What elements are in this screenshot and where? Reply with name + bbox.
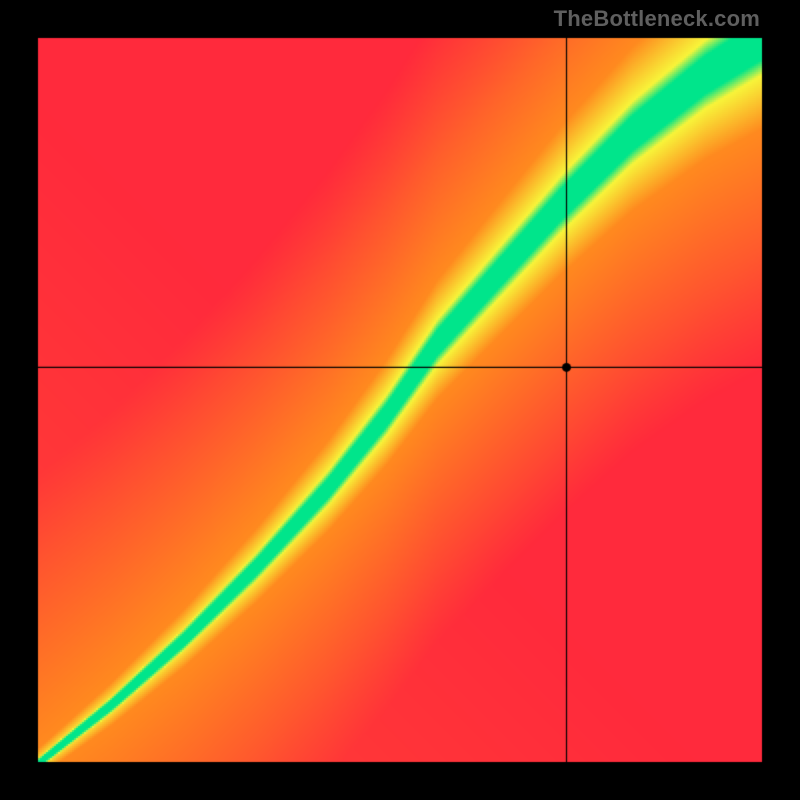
heatmap-canvas bbox=[0, 0, 800, 800]
watermark-text: TheBottleneck.com bbox=[554, 6, 760, 32]
